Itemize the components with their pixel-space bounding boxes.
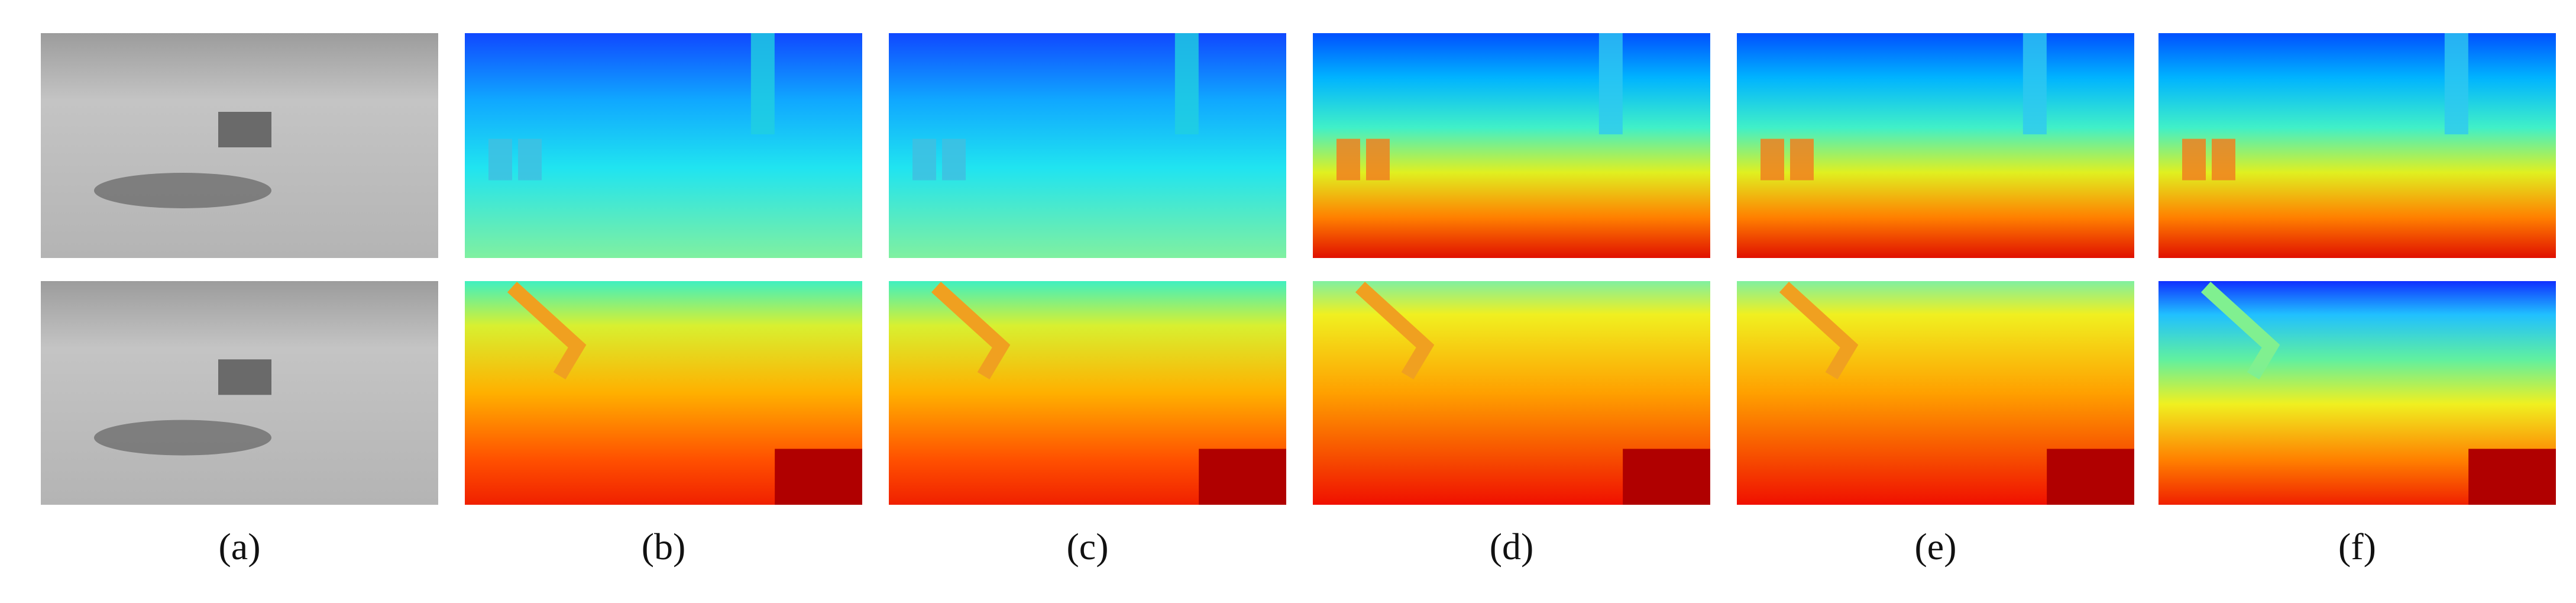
box xyxy=(1199,449,1286,505)
tank xyxy=(1761,138,1784,180)
panel-label: (e) xyxy=(1914,525,1956,567)
shadow xyxy=(94,173,271,208)
image-panel xyxy=(465,281,862,505)
tank xyxy=(2212,138,2235,180)
image-panel xyxy=(2158,33,2556,258)
tank xyxy=(2182,138,2206,180)
tank xyxy=(1790,138,1814,180)
tank xyxy=(1336,138,1360,180)
tank xyxy=(912,138,936,180)
image-panel xyxy=(1313,33,1710,258)
image-panel xyxy=(889,281,1286,505)
panel-label: (f) xyxy=(2338,525,2376,567)
tank xyxy=(518,138,542,180)
arm xyxy=(507,282,587,380)
panel-label: (d) xyxy=(1490,525,1534,567)
image-panel xyxy=(41,281,438,505)
panel-label: (c) xyxy=(1066,525,1108,567)
box xyxy=(2047,449,2134,505)
pillar xyxy=(1598,33,1623,134)
arm xyxy=(2200,282,2280,380)
arm xyxy=(1779,282,1859,380)
pillar xyxy=(2444,33,2468,134)
pillar xyxy=(1174,33,1199,134)
tank xyxy=(942,138,966,180)
rover xyxy=(218,359,271,395)
arm xyxy=(1355,282,1435,380)
panel-label: (b) xyxy=(642,525,686,567)
image-panel xyxy=(1737,281,2134,505)
tank xyxy=(1366,138,1390,180)
arm xyxy=(931,282,1011,380)
box xyxy=(775,449,862,505)
pillar xyxy=(2022,33,2047,134)
shadow xyxy=(94,420,271,456)
box xyxy=(2468,449,2556,505)
tank xyxy=(488,138,512,180)
image-panel xyxy=(41,33,438,258)
pillar xyxy=(750,33,775,134)
image-panel xyxy=(2158,281,2556,505)
rover xyxy=(218,112,271,147)
box xyxy=(1623,449,1710,505)
image-panel xyxy=(1737,33,2134,258)
image-panel xyxy=(889,33,1286,258)
image-panel xyxy=(1313,281,1710,505)
panel-label: (a) xyxy=(218,525,260,567)
image-panel xyxy=(465,33,862,258)
